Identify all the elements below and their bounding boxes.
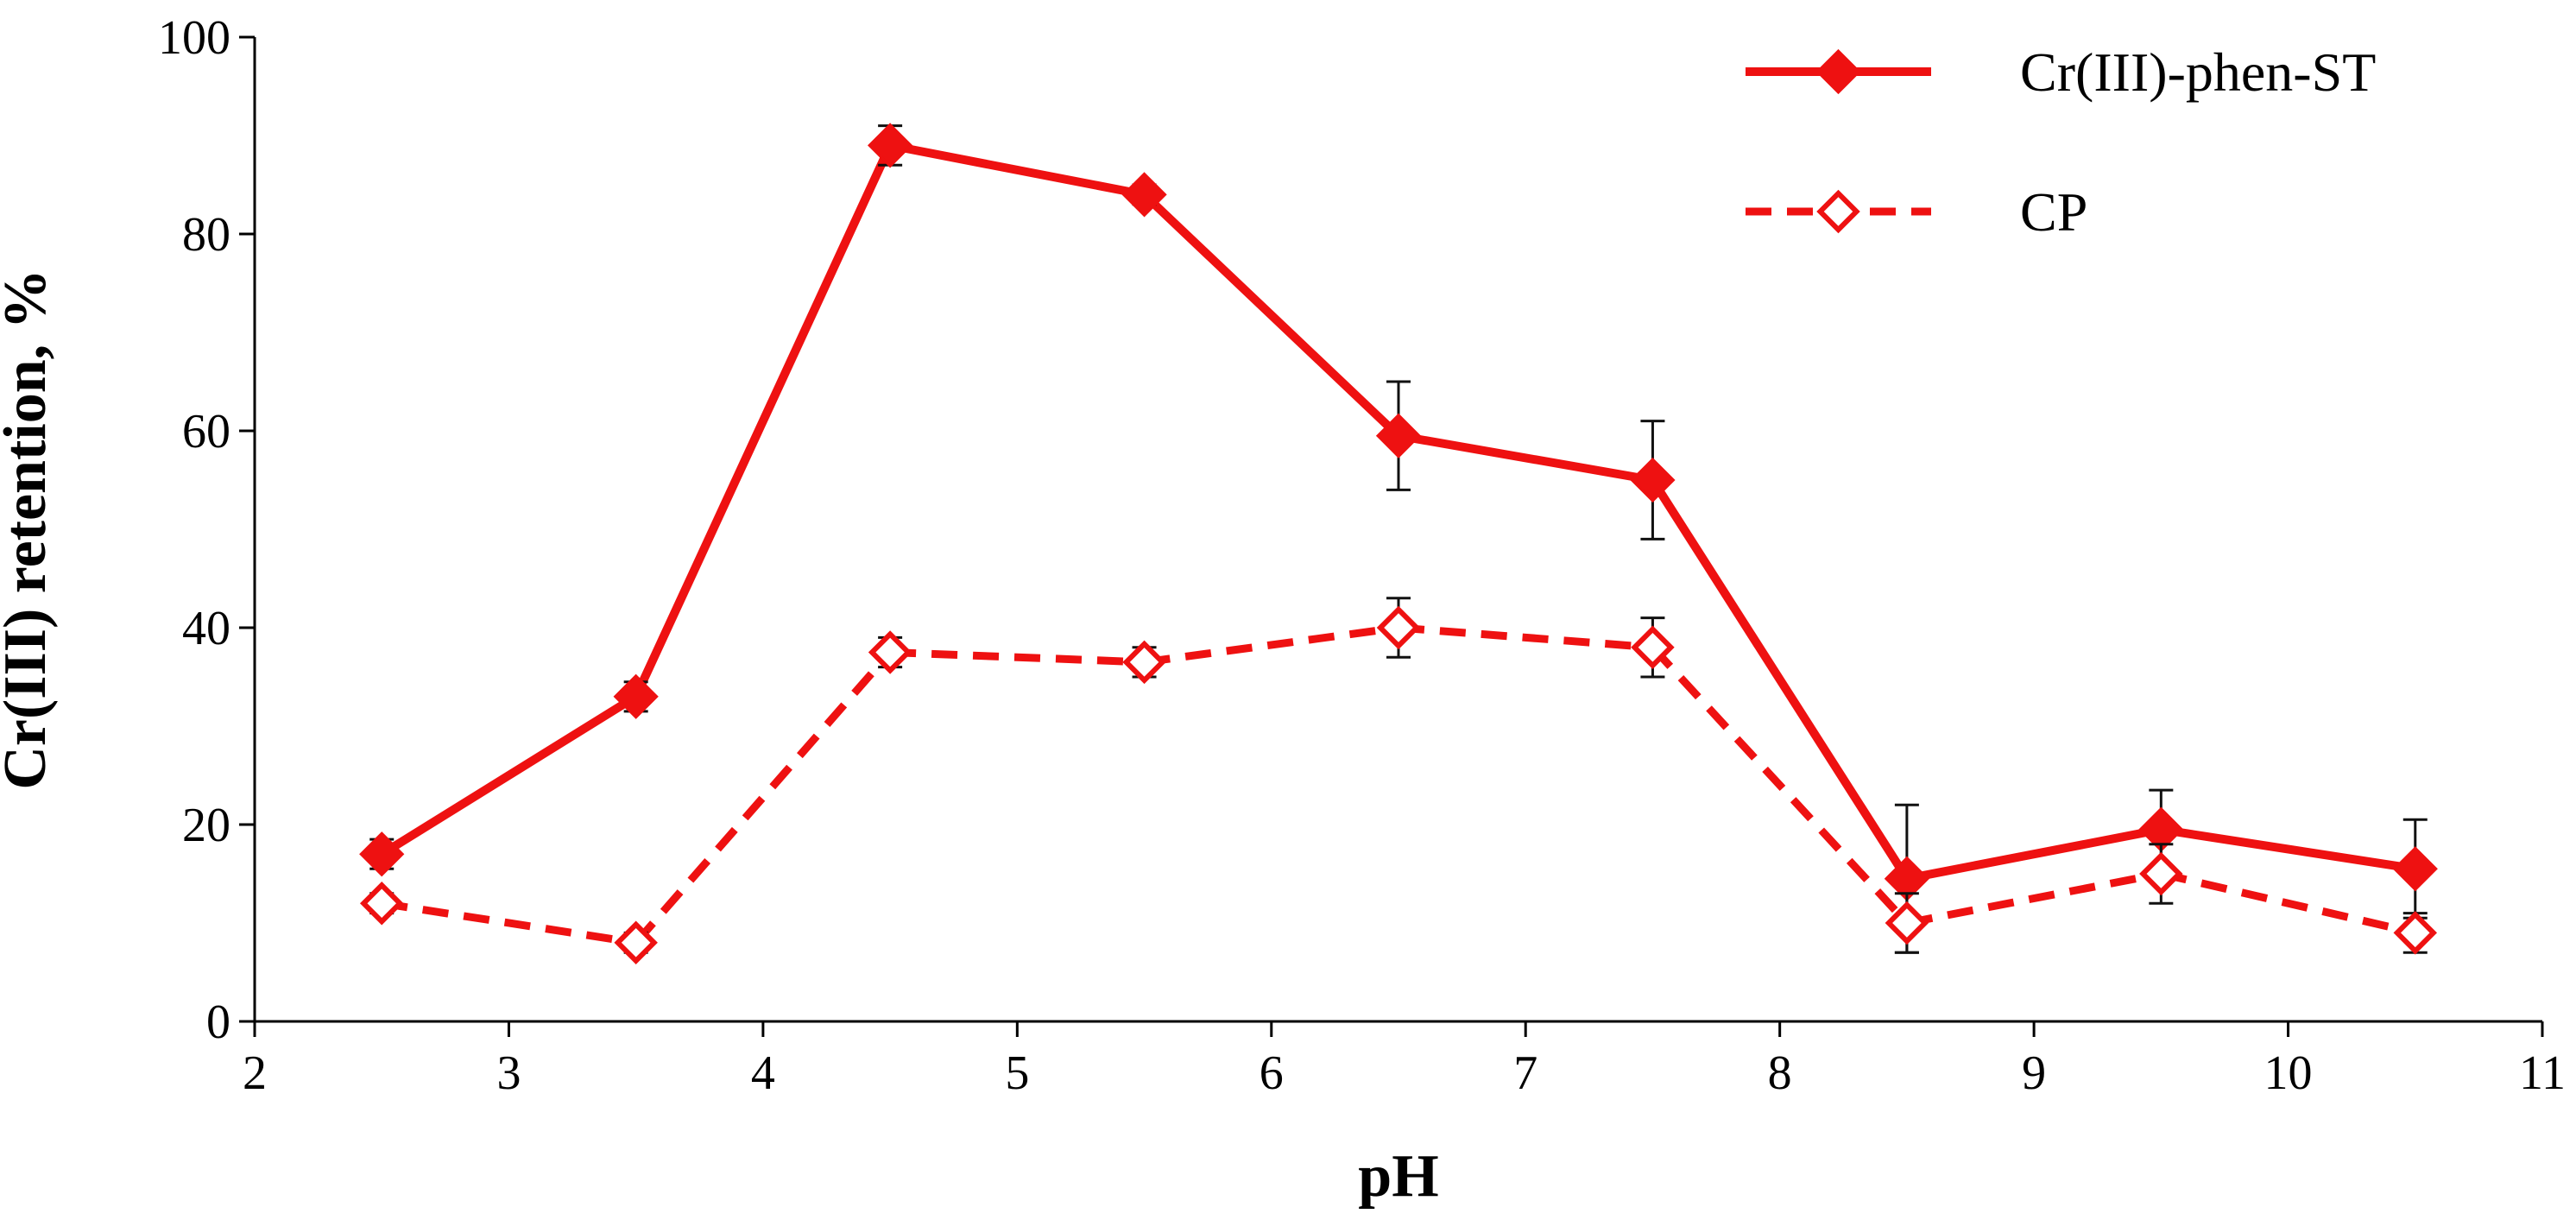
series-line-segment — [381, 899, 637, 947]
series-line-segment — [2160, 869, 2416, 937]
x-tick-label: 8 — [1768, 1046, 1792, 1100]
series-cp — [359, 597, 2438, 965]
data-point — [1630, 457, 1676, 503]
data-point — [1376, 605, 1421, 650]
data-point — [2139, 851, 2183, 896]
series-line-segment — [377, 692, 641, 859]
y-tick-label: 60 — [182, 405, 230, 458]
y-tick-label: 0 — [206, 996, 230, 1049]
legend-marker — [1815, 48, 1861, 95]
x-tick-label: 11 — [2519, 1046, 2566, 1100]
series-line-segment — [1394, 431, 1657, 484]
y-tick-label: 100 — [158, 11, 230, 65]
legend-label: Cr(III)-phen-ST — [2020, 41, 2376, 103]
series-line-segment — [1648, 476, 1911, 883]
series-line-segment — [1902, 825, 2166, 883]
x-axis-title: pH — [1358, 1143, 1438, 1210]
x-tick-label: 4 — [751, 1046, 775, 1100]
data-point — [1631, 625, 1675, 670]
x-axis: 2 3 4 5 6 7 8 9 10 11 — [243, 1020, 2566, 1100]
legend-marker — [1816, 189, 1860, 234]
series-line-segment — [2156, 825, 2420, 874]
x-tick-label: 10 — [2264, 1046, 2313, 1100]
data-point — [2393, 911, 2438, 955]
x-tick-label: 3 — [496, 1046, 521, 1100]
series-line-segment — [633, 649, 893, 945]
data-point — [1122, 640, 1166, 685]
x-tick-label: 6 — [1260, 1046, 1284, 1100]
series-line-segment — [631, 141, 895, 701]
series-cr-phen-st — [359, 123, 2438, 954]
series-line-segment — [886, 141, 1149, 199]
y-axis-title: Cr(III) retention, % — [0, 269, 59, 789]
y-axis: 0 20 40 60 80 100 — [158, 11, 256, 1049]
x-tick-label: 7 — [1513, 1046, 1537, 1100]
series-line-segment — [1398, 623, 1653, 652]
data-point — [1375, 413, 1422, 458]
x-tick-label: 2 — [243, 1046, 267, 1100]
data-point — [867, 123, 913, 168]
data-point — [1121, 172, 1167, 218]
data-point — [2392, 846, 2438, 892]
series-line-segment — [1143, 623, 1399, 667]
series-layer — [359, 123, 2438, 965]
y-tick-label: 80 — [182, 208, 230, 262]
data-point — [868, 630, 912, 674]
legend-item: CP — [1746, 181, 2087, 243]
data-point — [613, 673, 659, 719]
x-tick-label: 9 — [2022, 1046, 2046, 1100]
legend: Cr(III)-phen-ST CP — [1746, 41, 2376, 243]
legend-label: CP — [2020, 181, 2087, 243]
legend-item: Cr(III)-phen-ST — [1746, 41, 2376, 103]
series-line-segment — [1650, 644, 1910, 926]
data-point — [359, 831, 405, 877]
data-point — [1885, 901, 1929, 945]
series-line-segment — [1140, 190, 1403, 440]
y-tick-label: 40 — [182, 602, 230, 655]
data-point — [359, 881, 404, 926]
y-tick-label: 20 — [182, 799, 230, 852]
series-line-segment — [1906, 869, 2162, 927]
series-line-segment — [889, 648, 1145, 667]
data-point — [614, 920, 658, 965]
x-tick-label: 5 — [1005, 1046, 1029, 1100]
